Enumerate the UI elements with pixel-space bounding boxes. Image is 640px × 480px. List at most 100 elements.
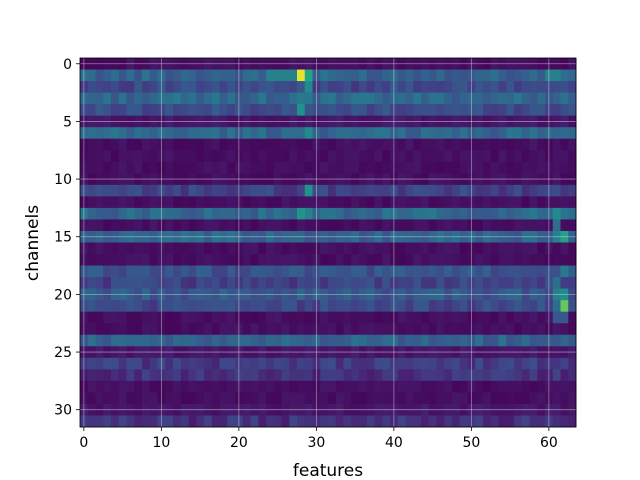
heatmap-cell: [204, 392, 213, 405]
heatmap-cell: [320, 392, 329, 405]
heatmap-cell: [297, 92, 306, 105]
heatmap-cell: [165, 311, 174, 324]
heatmap-cell: [428, 138, 437, 151]
heatmap-cell: [560, 242, 569, 255]
heatmap-cell: [397, 311, 406, 324]
heatmap-cell: [568, 92, 577, 105]
heatmap-cell: [490, 311, 499, 324]
heatmap-cell: [157, 254, 166, 266]
heatmap-cell: [87, 334, 96, 347]
heatmap-cell: [351, 173, 360, 186]
heatmap-cell: [483, 92, 492, 105]
heatmap-cell: [196, 380, 205, 393]
heatmap-cell: [219, 242, 228, 255]
heatmap-cell: [374, 115, 383, 128]
heatmap-cell: [242, 230, 251, 243]
heatmap-cell: [180, 415, 189, 428]
heatmap-cell: [483, 380, 492, 393]
heatmap-cell: [188, 254, 197, 266]
heatmap-cell: [545, 69, 554, 82]
heatmap-cell: [250, 58, 259, 70]
heatmap-cell: [529, 104, 538, 117]
heatmap-cell: [95, 323, 104, 336]
heatmap-cell: [328, 138, 337, 151]
heatmap-cell: [196, 138, 205, 151]
heatmap-cell: [281, 207, 290, 220]
heatmap-cell: [444, 115, 453, 128]
heatmap-cell: [351, 311, 360, 324]
heatmap-cell: [537, 81, 546, 93]
heatmap-cell: [80, 173, 89, 186]
heatmap-cell: [552, 357, 561, 370]
heatmap-cell: [196, 196, 205, 209]
heatmap-cell: [235, 254, 244, 266]
heatmap-cell: [514, 369, 523, 382]
heatmap-cell: [529, 196, 538, 209]
heatmap-cell: [397, 127, 406, 140]
heatmap-cell: [537, 334, 546, 347]
heatmap-cell: [444, 219, 453, 232]
heatmap-cell: [428, 265, 437, 278]
heatmap-cell: [149, 58, 158, 70]
heatmap-cell: [211, 196, 220, 209]
heatmap-cell: [250, 334, 259, 347]
heatmap-cell: [157, 173, 166, 186]
heatmap-cell: [111, 277, 120, 290]
heatmap-cell: [459, 277, 468, 290]
heatmap-cell: [80, 265, 89, 278]
heatmap-cell: [444, 265, 453, 278]
heatmap-cell: [134, 254, 143, 266]
heatmap-cell: [304, 184, 313, 197]
heatmap-cell: [444, 403, 453, 416]
heatmap-cell: [328, 184, 337, 197]
heatmap-cell: [87, 277, 96, 290]
heatmap-cell: [335, 403, 344, 416]
heatmap-cell: [335, 69, 344, 82]
heatmap-cell: [297, 415, 306, 428]
heatmap-cell: [483, 104, 492, 117]
heatmap-cell: [111, 300, 120, 313]
heatmap-cell: [397, 403, 406, 416]
heatmap-cell: [359, 346, 368, 359]
heatmap-cell: [483, 58, 492, 70]
y-axis-label: channels: [23, 205, 43, 281]
heatmap-cell: [436, 104, 445, 117]
heatmap-cell: [289, 58, 298, 70]
heatmap-cell: [266, 369, 275, 382]
heatmap-cell: [374, 346, 383, 359]
heatmap-cell: [242, 173, 251, 186]
heatmap-cell: [366, 403, 375, 416]
heatmap-cell: [366, 265, 375, 278]
heatmap-cell: [134, 242, 143, 255]
heatmap-cell: [250, 173, 259, 186]
heatmap-cell: [204, 277, 213, 290]
heatmap-cell: [351, 104, 360, 117]
heatmap-cell: [266, 403, 275, 416]
heatmap-cell: [173, 219, 182, 232]
heatmap-cell: [436, 58, 445, 70]
heatmap-cell: [273, 346, 282, 359]
heatmap-cell: [111, 242, 120, 255]
heatmap-cell: [405, 415, 414, 428]
heatmap-cell: [180, 207, 189, 220]
heatmap-cell: [180, 242, 189, 255]
heatmap-cell: [483, 173, 492, 186]
heatmap-cell: [421, 115, 430, 128]
heatmap-cell: [467, 219, 476, 232]
heatmap-cell: [149, 277, 158, 290]
heatmap-cell: [514, 173, 523, 186]
heatmap-cell: [366, 58, 375, 70]
heatmap-cell: [444, 380, 453, 393]
heatmap-cell: [149, 380, 158, 393]
heatmap-cell: [521, 161, 530, 174]
heatmap-cell: [134, 127, 143, 140]
heatmap-cell: [498, 161, 507, 174]
heatmap-cell: [521, 173, 530, 186]
heatmap-cell: [80, 288, 89, 301]
heatmap-cell: [490, 265, 499, 278]
heatmap-cell: [397, 219, 406, 232]
heatmap-cell: [196, 288, 205, 301]
heatmap-cell: [343, 115, 352, 128]
heatmap-cell: [149, 403, 158, 416]
